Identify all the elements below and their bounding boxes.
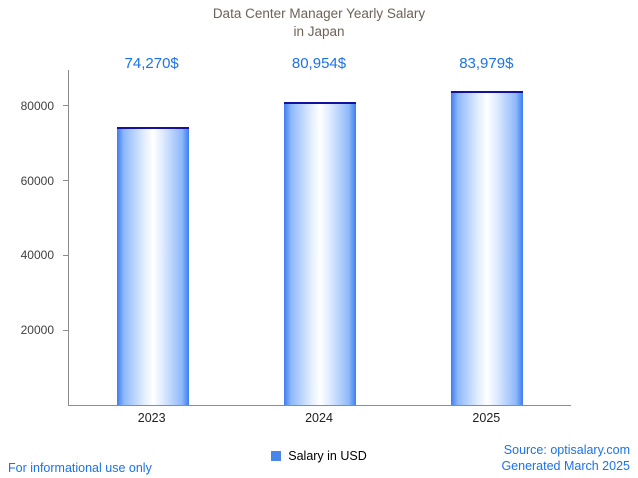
y-tick-mark: [63, 329, 68, 331]
y-tick-mark: [63, 180, 68, 182]
x-axis-labels: 2023 2024 2025: [68, 411, 570, 427]
chart-title: Data Center Manager Yearly Salary in Jap…: [0, 5, 638, 41]
y-tick-label-60000: 60000: [20, 173, 54, 188]
legend-color-swatch: [271, 451, 282, 461]
bar-2024: [284, 102, 356, 405]
legend: Salary in USD: [0, 449, 638, 463]
y-tick-label-80000: 80000: [20, 98, 54, 113]
plot-area: [63, 70, 571, 406]
value-label-2023: 74,270$: [124, 55, 179, 72]
bar-2023: [116, 127, 189, 405]
x-axis-label-2023: 2023: [137, 411, 166, 425]
value-label-2025: 83,979$: [459, 55, 514, 72]
generated-date: Generated March 2025: [501, 459, 630, 474]
y-axis-labels: 20000 40000 60000 80000: [0, 70, 62, 405]
y-tick-label-20000: 20000: [20, 323, 54, 338]
y-tick-label-40000: 40000: [20, 248, 54, 263]
source-info: Source: optisalary.com Generated March 2…: [501, 442, 630, 475]
x-axis-label-2024: 2024: [305, 411, 333, 425]
bar-2025: [451, 91, 524, 405]
value-labels: 74,270$ 80,954$ 83,979$: [68, 55, 570, 75]
chart-title-line2: in Japan: [293, 24, 345, 40]
source-link[interactable]: Source: optisalary.com: [503, 443, 630, 457]
y-tick-mark: [63, 254, 68, 256]
x-axis-label-2025: 2025: [472, 411, 501, 425]
legend-label: Salary in USD: [288, 449, 367, 463]
chart-title-line1: Data Center Manager Yearly Salary: [212, 6, 426, 21]
disclaimer-text: For informational use only: [8, 461, 152, 475]
y-tick-mark: [63, 105, 68, 107]
value-label-2024: 80,954$: [291, 55, 347, 72]
